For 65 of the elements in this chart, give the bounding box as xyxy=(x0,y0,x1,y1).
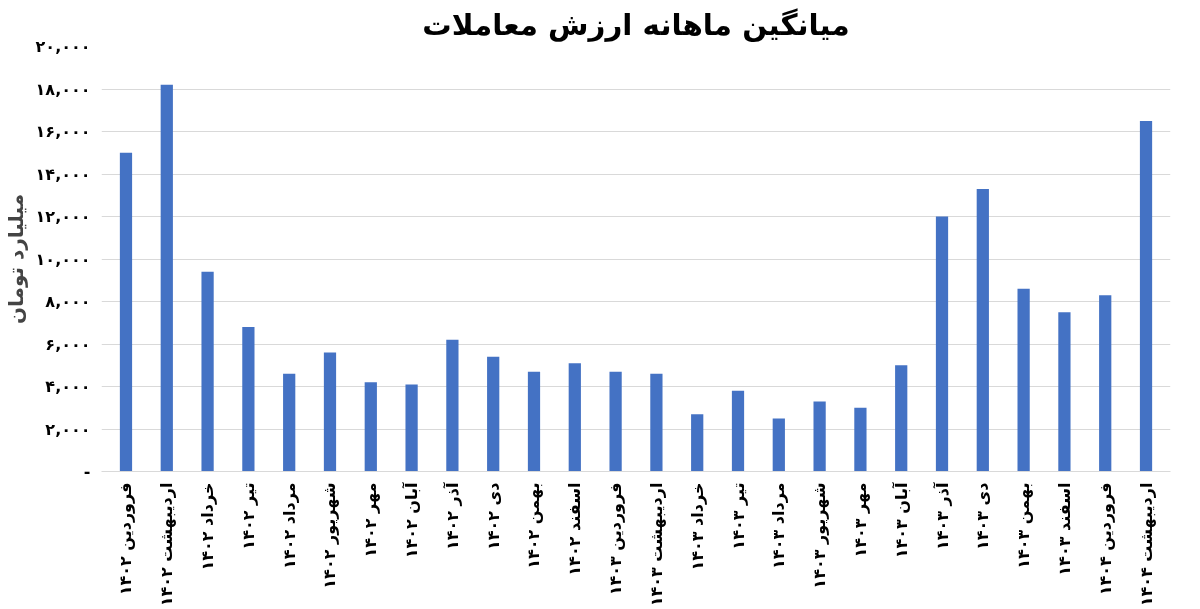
y-tick-label: ۱۴,۰۰۰ xyxy=(35,164,91,184)
x-tick-label: بهمن ۱۴۰۳ xyxy=(1014,482,1034,569)
x-tick-label: اردیبهشت ۱۴۰۴ xyxy=(1136,482,1156,607)
x-tick-label: فروردین ۱۴۰۲ xyxy=(116,482,136,596)
bar xyxy=(364,382,377,472)
bar xyxy=(160,84,173,472)
bar xyxy=(323,352,337,472)
x-tick-label: اسفند ۱۴۰۳ xyxy=(1054,482,1074,576)
bar xyxy=(935,216,949,472)
x-tick-label: شهریور ۱۴۰۳ xyxy=(810,482,830,589)
x-tick-label: تیر ۱۴۰۳ xyxy=(728,482,748,550)
x-tick-label: خرداد ۱۴۰۲ xyxy=(198,482,218,571)
x-tick-label: شهریور ۱۴۰۲ xyxy=(320,482,340,589)
bar xyxy=(691,414,704,472)
chart-title: میانگین ماهانه ارزش معاملات xyxy=(422,7,850,42)
bar xyxy=(201,271,214,472)
x-tick-label: آذر ۱۴۰۳ xyxy=(931,481,952,551)
bar xyxy=(283,373,296,472)
x-tick-label: خرداد ۱۴۰۳ xyxy=(687,482,707,571)
x-tick-label: اردیبهشت ۱۴۰۳ xyxy=(646,482,666,607)
bar xyxy=(650,373,663,472)
x-tick-label: دی ۱۴۰۳ xyxy=(973,482,993,551)
x-tick-label: آبان ۱۴۰۳ xyxy=(890,481,911,559)
bar xyxy=(405,384,418,472)
bar xyxy=(527,371,541,472)
y-tick-label: ۲,۰۰۰ xyxy=(45,419,91,439)
bar xyxy=(487,356,500,472)
bar xyxy=(772,418,785,472)
x-tick-label: آذر ۱۴۰۲ xyxy=(441,481,462,551)
bar xyxy=(731,390,745,472)
x-tick-label: اسفند ۱۴۰۲ xyxy=(565,482,585,576)
y-tick-label: ۶,۰۰۰ xyxy=(45,334,91,354)
bar xyxy=(854,407,867,472)
x-tick-label: بهمن ۱۴۰۲ xyxy=(524,482,544,569)
x-tick-label: مرداد ۱۴۰۲ xyxy=(279,482,299,569)
y-tick-label: ۴,۰۰۰ xyxy=(45,377,91,396)
bar xyxy=(446,339,459,472)
bar xyxy=(1058,312,1071,472)
bar xyxy=(568,363,581,472)
bar xyxy=(1139,120,1153,472)
x-tick-label: مرداد ۱۴۰۳ xyxy=(769,482,789,569)
y-tick-label: ۸,۰۰۰ xyxy=(45,292,91,311)
x-tick-label: مهر ۱۴۰۳ xyxy=(850,482,870,558)
y-axis-title: میلیارد تومان xyxy=(3,193,28,325)
x-tick-label: تیر ۱۴۰۲ xyxy=(238,482,258,550)
y-tick-label: - xyxy=(83,462,91,481)
bar xyxy=(813,401,826,472)
bar xyxy=(119,152,133,472)
y-tick-label: ۱۰,۰۰۰ xyxy=(35,249,91,269)
bar xyxy=(242,327,255,472)
bar xyxy=(1099,295,1112,472)
bar xyxy=(609,371,622,472)
x-tick-label: دی ۱۴۰۲ xyxy=(483,482,503,551)
x-tick-label: آبان ۱۴۰۲ xyxy=(401,481,422,559)
x-tick-label: فروردین ۱۴۰۳ xyxy=(606,482,626,596)
x-tick-label: فروردین ۱۴۰۴ xyxy=(1095,482,1115,596)
bar xyxy=(976,188,989,472)
y-tick-label: ۱۲,۰۰۰ xyxy=(35,207,91,226)
x-tick-label: مهر ۱۴۰۲ xyxy=(361,482,381,558)
bar xyxy=(1017,288,1030,472)
y-tick-label: ۲۰,۰۰۰ xyxy=(35,37,91,56)
y-tick-label: ۱۸,۰۰۰ xyxy=(35,79,91,99)
y-tick-label: ۱۶,۰۰۰ xyxy=(35,122,91,141)
bar xyxy=(895,365,908,472)
x-tick-label: اردیبهشت ۱۴۰۲ xyxy=(157,482,177,607)
